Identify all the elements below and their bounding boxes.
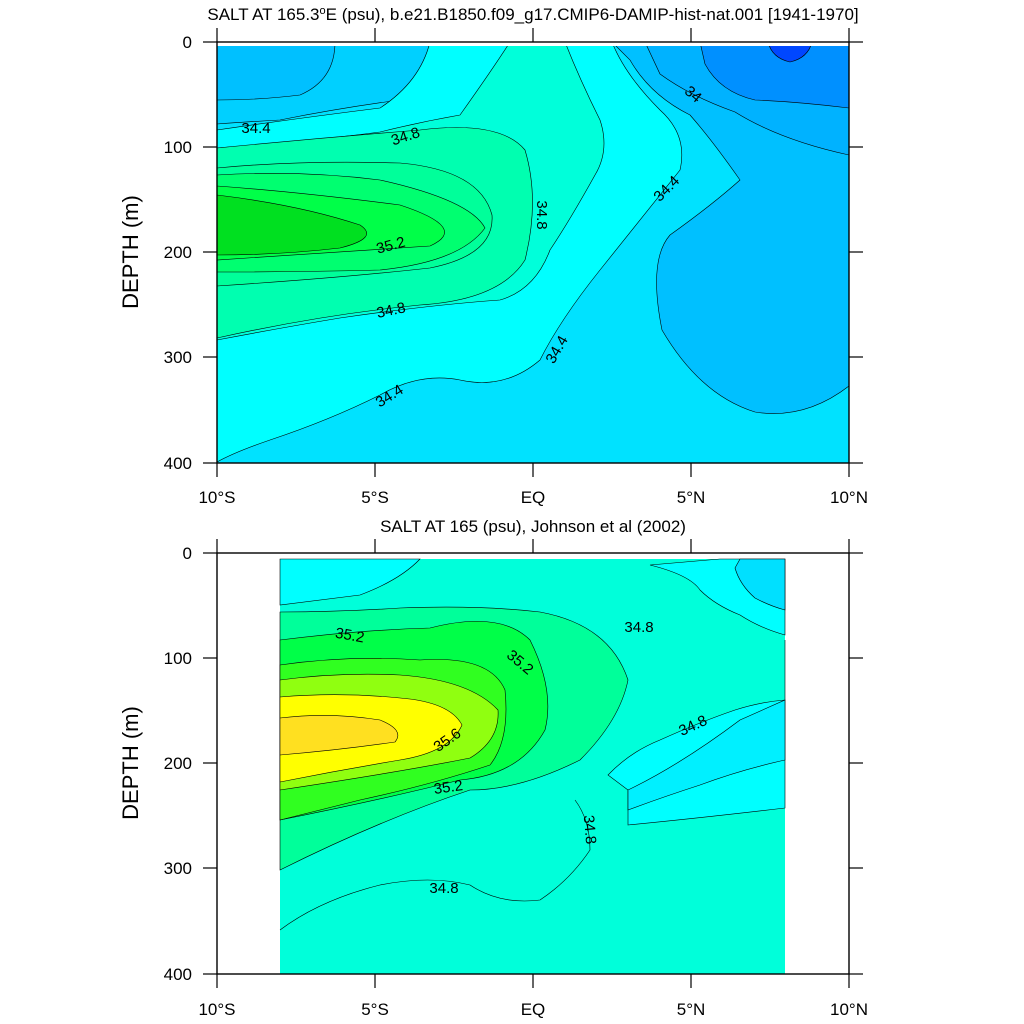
bottom-ticks (203, 539, 863, 988)
x-tick-label: 10°S (198, 488, 235, 507)
x-tick-label: 10°N (830, 488, 868, 507)
contour-label: 35.2 (375, 234, 408, 258)
contour-label: 34.8 (580, 814, 599, 845)
y-tick-label: 0 (183, 544, 192, 563)
top-x-ticklabels: 10°S 5°S EQ 5°N 10°N (198, 488, 868, 507)
bottom-y-ticklabels: 0 100 200 300 400 (164, 544, 192, 984)
panel-bottom-title: SALT AT 165 (psu), Johnson et al (2002) (380, 517, 686, 536)
x-tick-label: 10°N (830, 1000, 868, 1019)
contour-label: 34.8 (429, 880, 458, 897)
y-tick-label: 100 (164, 649, 192, 668)
bottom-contour-fill (279, 558, 786, 974)
top-contour-fill (216, 41, 850, 463)
panel-bottom: SALT AT 165 (psu), Johnson et al (2002) … (118, 517, 868, 1019)
contour-label: 34.4 (241, 120, 270, 137)
top-y-ticklabels: 0 100 200 300 400 (164, 33, 192, 473)
contour-label: 35.2 (433, 777, 464, 798)
y-tick-label: 0 (183, 33, 192, 52)
bottom-x-ticklabels: 10°S 5°S EQ 5°N 10°N (198, 1000, 868, 1019)
contour-label: 34.8 (624, 619, 653, 636)
x-tick-label: 5°S (361, 1000, 389, 1019)
x-tick-label: 5°N (677, 1000, 706, 1019)
panel-top: SALT AT 165.3oE (psu), b.e21.B1850.f09_g… (118, 5, 868, 507)
contour-label: 34.8 (533, 200, 550, 229)
x-tick-label: EQ (521, 1000, 546, 1019)
y-tick-label: 400 (164, 454, 192, 473)
x-tick-label: 5°N (677, 488, 706, 507)
y-tick-label: 200 (164, 754, 192, 773)
y-tick-label: 200 (164, 243, 192, 262)
contour-label: 34.8 (375, 299, 407, 322)
top-ticks (203, 28, 863, 477)
x-tick-label: EQ (521, 488, 546, 507)
y-axis-label: DEPTH (m) (118, 706, 143, 820)
y-tick-label: 300 (164, 348, 192, 367)
x-tick-label: 5°S (361, 488, 389, 507)
contour-label: 35.2 (334, 625, 366, 647)
y-axis-label: DEPTH (m) (118, 195, 143, 309)
x-tick-label: 10°S (198, 1000, 235, 1019)
panel-top-title: SALT AT 165.3oE (psu), b.e21.B1850.f09_g… (207, 5, 858, 24)
y-tick-label: 100 (164, 138, 192, 157)
y-tick-label: 400 (164, 965, 192, 984)
y-tick-label: 300 (164, 859, 192, 878)
